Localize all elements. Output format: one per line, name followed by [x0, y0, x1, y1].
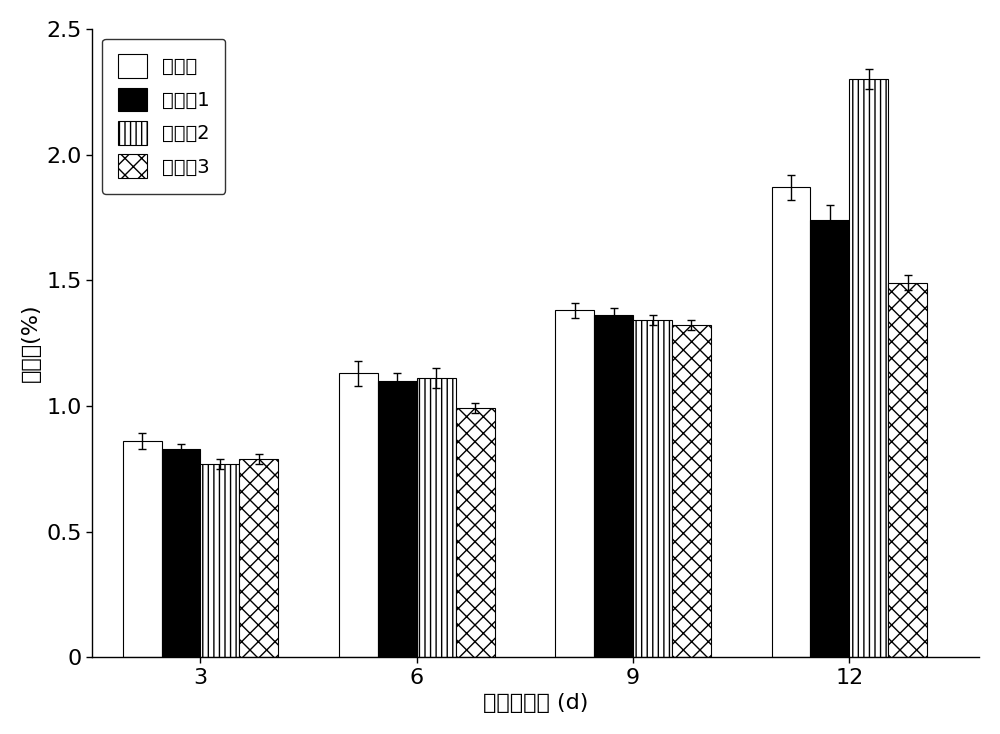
Bar — [772, 187, 810, 657]
Bar — [888, 283, 927, 657]
Bar — [456, 408, 495, 657]
Bar — [417, 378, 456, 657]
Legend: 对比例, 实施例1, 实施例2, 实施例3: 对比例, 实施例1, 实施例2, 实施例3 — [102, 39, 225, 194]
Bar — [200, 464, 239, 657]
Bar — [672, 325, 711, 657]
Bar — [849, 79, 888, 657]
Bar — [339, 373, 378, 657]
X-axis label: 处理后时间 (d): 处理后时间 (d) — [483, 693, 588, 713]
Bar — [162, 448, 200, 657]
Bar — [633, 321, 672, 657]
Y-axis label: 失重率(%): 失重率(%) — [21, 304, 41, 382]
Bar — [378, 381, 417, 657]
Bar — [123, 441, 162, 657]
Bar — [555, 310, 594, 657]
Bar — [810, 220, 849, 657]
Bar — [594, 316, 633, 657]
Bar — [239, 459, 278, 657]
